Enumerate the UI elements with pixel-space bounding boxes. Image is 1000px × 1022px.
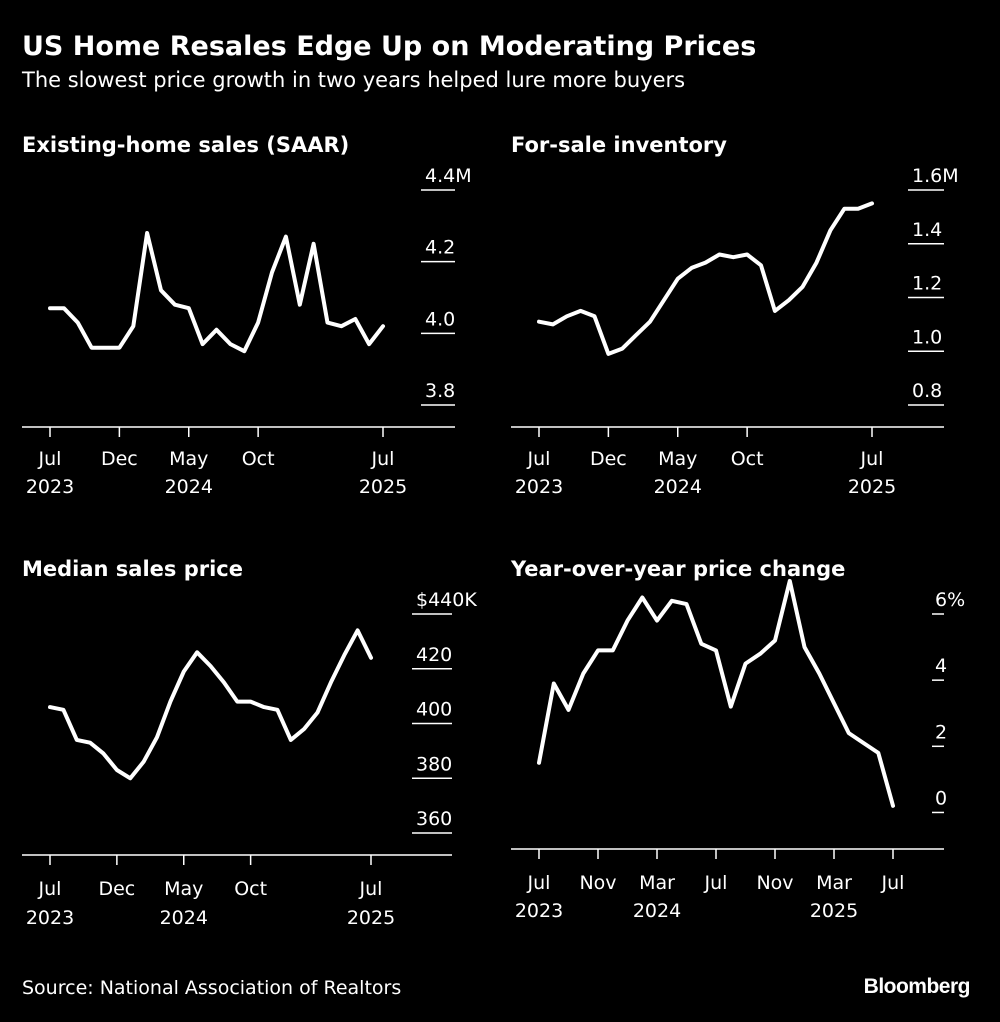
y-tick-label: 3.8 — [425, 380, 455, 402]
x-tick-year: 2023 — [26, 907, 74, 929]
x-tick-label: Jul — [527, 448, 551, 470]
x-tick-year: 2023 — [26, 476, 74, 498]
y-tick-label: 0.8 — [912, 380, 942, 402]
x-tick-label: Mar — [639, 872, 675, 894]
x-tick-label: Oct — [242, 448, 275, 470]
bloomberg-logo: Bloomberg — [863, 975, 971, 998]
y-tick-label: $440K — [416, 589, 477, 611]
y-tick-label: 4 — [935, 655, 947, 677]
x-tick-label: Jul — [371, 448, 395, 470]
x-tick-year: 2025 — [347, 907, 395, 929]
y-tick-label: 1.2 — [912, 273, 942, 295]
panel-title: Year-over-year price change — [510, 557, 845, 581]
series-line — [537, 578, 895, 808]
y-tick-label: 4.4M — [425, 165, 472, 187]
x-tick-label: Dec — [98, 878, 135, 900]
x-tick-label: Jul — [359, 878, 383, 900]
y-tick-label: 4.0 — [425, 308, 455, 330]
chart-title: US Home Resales Edge Up on Moderating Pr… — [22, 31, 757, 62]
x-tick-year: 2024 — [160, 907, 208, 929]
x-tick-label: Jul — [38, 448, 62, 470]
series-line — [48, 628, 373, 781]
x-tick-label: Jul — [860, 448, 884, 470]
y-tick-label: 6% — [935, 589, 965, 611]
panel-title: Existing-home sales (SAAR) — [22, 133, 349, 157]
y-tick-label: 360 — [416, 808, 452, 830]
chart-subtitle: The slowest price growth in two years he… — [22, 68, 686, 92]
x-tick-year: 2025 — [810, 900, 858, 922]
x-tick-label: Dec — [101, 448, 138, 470]
x-tick-label: May — [169, 448, 208, 470]
x-tick-label: Mar — [816, 872, 852, 894]
x-tick-year: 2023 — [515, 900, 563, 922]
y-tick-label: 1.6M — [912, 165, 959, 187]
x-tick-label: Dec — [590, 448, 627, 470]
x-tick-label: Jul — [881, 872, 905, 894]
x-tick-year: 2024 — [633, 900, 681, 922]
y-tick-label: 380 — [416, 753, 452, 775]
y-tick-label: 420 — [416, 644, 452, 666]
x-tick-year: 2023 — [515, 476, 563, 498]
series-line — [48, 231, 385, 354]
y-tick-label: 0 — [935, 787, 947, 809]
source-note: Source: National Association of Realtors — [22, 977, 402, 999]
x-tick-label: May — [658, 448, 697, 470]
panel-title: For-sale inventory — [511, 133, 727, 157]
x-tick-label: Nov — [579, 872, 616, 894]
x-tick-label: Jul — [38, 878, 62, 900]
x-tick-label: Nov — [756, 872, 793, 894]
series-line — [537, 201, 874, 356]
x-tick-year: 2024 — [654, 476, 702, 498]
x-tick-label: May — [164, 878, 203, 900]
y-tick-label: 2 — [935, 721, 947, 743]
x-tick-label: Oct — [234, 878, 267, 900]
x-tick-year: 2025 — [848, 476, 896, 498]
y-tick-label: 400 — [416, 699, 452, 721]
x-tick-label: Jul — [527, 872, 551, 894]
y-tick-label: 4.2 — [425, 237, 455, 259]
panel-title: Median sales price — [22, 557, 243, 581]
x-tick-label: Jul — [704, 872, 728, 894]
y-tick-label: 1.0 — [912, 326, 942, 348]
y-tick-label: 1.4 — [912, 219, 942, 241]
x-tick-year: 2024 — [165, 476, 213, 498]
x-tick-year: 2025 — [359, 476, 407, 498]
x-tick-label: Oct — [731, 448, 764, 470]
